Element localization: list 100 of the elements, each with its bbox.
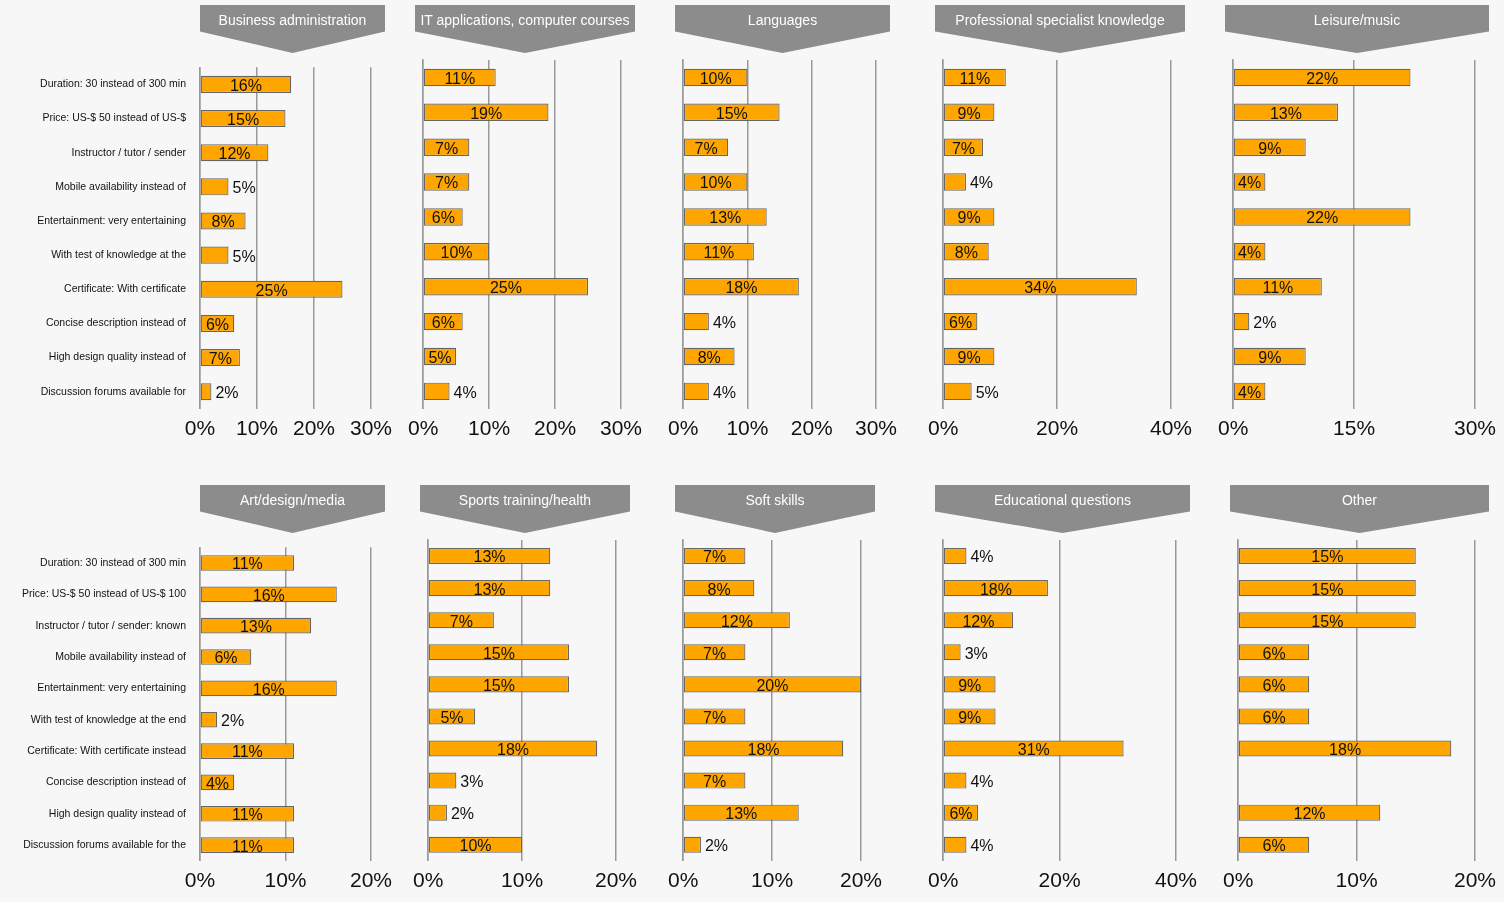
data-label: 8%	[954, 244, 978, 262]
y-tick-label: Mobile availability instead of	[55, 179, 187, 192]
data-label: 12%	[218, 145, 251, 163]
x-tick-label: 0%	[413, 868, 444, 892]
x-tick-label: 10%	[235, 416, 279, 440]
data-label: 15%	[227, 110, 260, 128]
x-tick-label: 10%	[468, 416, 511, 440]
data-label: 15%	[1311, 580, 1344, 598]
y-tick-label: Concise description instead of	[45, 316, 187, 329]
data-label: 11%	[231, 555, 263, 573]
data-label: 6%	[205, 315, 230, 333]
data-label: 8%	[707, 580, 731, 598]
data-label: 25%	[489, 279, 522, 297]
data-label: 6%	[431, 314, 455, 332]
x-tick-label: 0%	[184, 416, 216, 440]
x-tick-label: 30%	[599, 416, 642, 440]
data-label: 7%	[703, 644, 727, 662]
y-tick-label: Discussion forums available for the	[23, 838, 187, 851]
data-label: 15%	[715, 104, 748, 122]
data-label: 2%	[1253, 314, 1277, 332]
data-label: 22%	[1306, 209, 1339, 227]
chart-title: Art/design/media	[238, 491, 347, 510]
x-tick-label: 20%	[1453, 868, 1496, 892]
data-label: 9%	[958, 676, 982, 694]
data-label: 4%	[1238, 174, 1262, 192]
chart-title: Other	[1341, 491, 1378, 510]
data-label: 16%	[252, 586, 285, 604]
chart-title: Languages	[746, 11, 819, 30]
data-label: 6%	[1262, 837, 1286, 855]
data-label: 13%	[473, 580, 506, 598]
data-label: 15%	[482, 676, 515, 694]
y-tick-label: Instructor / tutor / sender: known	[35, 618, 187, 631]
data-label: 11%	[1262, 279, 1294, 297]
data-label: 11%	[231, 806, 263, 824]
x-tick-label: 10%	[1335, 868, 1378, 892]
data-label: 20%	[756, 676, 789, 694]
data-label: 4%	[712, 383, 737, 401]
data-label: 8%	[211, 213, 235, 231]
chart-title: Soft skills	[744, 491, 806, 510]
y-tick-label: With test of knowledge at the end	[30, 712, 187, 725]
data-label: 2%	[704, 837, 729, 855]
data-label: 31%	[1017, 740, 1050, 758]
data-label: 34%	[1024, 279, 1057, 297]
data-label: 11%	[444, 69, 476, 87]
x-tick-label: 0%	[1218, 416, 1249, 440]
data-label: 7%	[703, 773, 727, 791]
x-tick-label: 20%	[292, 416, 336, 440]
x-tick-label: 30%	[1453, 416, 1496, 440]
x-tick-label: 0%	[928, 416, 959, 440]
chart-title: Educational questions	[993, 491, 1132, 510]
data-label: 3%	[460, 773, 484, 791]
data-label: 18%	[747, 740, 780, 758]
y-tick-label: Certificate: With certificate	[64, 282, 187, 295]
data-label: 13%	[725, 805, 758, 823]
x-tick-label: 10%	[501, 868, 544, 892]
data-label: 2%	[215, 384, 239, 402]
data-label: 4%	[453, 383, 477, 401]
x-tick-label: 20%	[790, 416, 833, 440]
data-label: 4%	[1238, 244, 1262, 262]
data-label: 6%	[1262, 708, 1286, 726]
y-tick-label: Discussion forums available for	[40, 384, 187, 397]
data-label: 7%	[703, 548, 727, 566]
data-label: 4%	[970, 837, 994, 855]
data-label: 5%	[232, 179, 256, 197]
data-label: 9%	[957, 209, 981, 227]
y-tick-label: Concise description instead of	[45, 775, 187, 788]
x-tick-label: 20%	[349, 868, 392, 892]
y-tick-label: Entertainment: very entertaining	[37, 681, 187, 694]
data-label: 16%	[252, 680, 285, 698]
data-label: 6%	[949, 314, 973, 332]
data-label: 9%	[958, 708, 982, 726]
x-tick-label: 30%	[854, 416, 897, 440]
x-tick-label: 10%	[726, 416, 769, 440]
y-tick-label: Duration: 30 instead of 300 min	[40, 77, 187, 90]
data-label: 4%	[205, 774, 230, 792]
data-label: 18%	[725, 279, 758, 297]
data-label: 19%	[470, 104, 503, 122]
y-tick-label: Instructor / tutor / sender	[71, 145, 187, 158]
data-label: 11%	[231, 837, 263, 855]
data-label: 10%	[699, 69, 732, 87]
data-label: 11%	[959, 69, 991, 87]
y-tick-label: High design quality instead of	[48, 350, 187, 363]
data-label: 10%	[459, 837, 492, 855]
data-label: 4%	[969, 174, 994, 192]
x-tick-label: 15%	[1333, 416, 1376, 440]
x-tick-label: 0%	[1223, 868, 1254, 892]
data-label: 10%	[440, 244, 473, 262]
x-tick-label: 40%	[1149, 416, 1192, 440]
data-label: 22%	[1306, 69, 1339, 87]
data-label: 18%	[979, 580, 1012, 598]
data-label: 7%	[435, 139, 459, 157]
data-label: 5%	[975, 383, 999, 401]
x-tick-label: 0%	[668, 416, 699, 440]
data-label: 15%	[482, 644, 515, 662]
data-label: 6%	[1262, 676, 1286, 694]
data-label: 7%	[435, 174, 459, 192]
chart-title: Leisure/music	[1312, 11, 1402, 30]
data-label: 9%	[957, 104, 981, 122]
data-label: 13%	[1269, 104, 1302, 122]
data-label: 25%	[255, 281, 288, 299]
